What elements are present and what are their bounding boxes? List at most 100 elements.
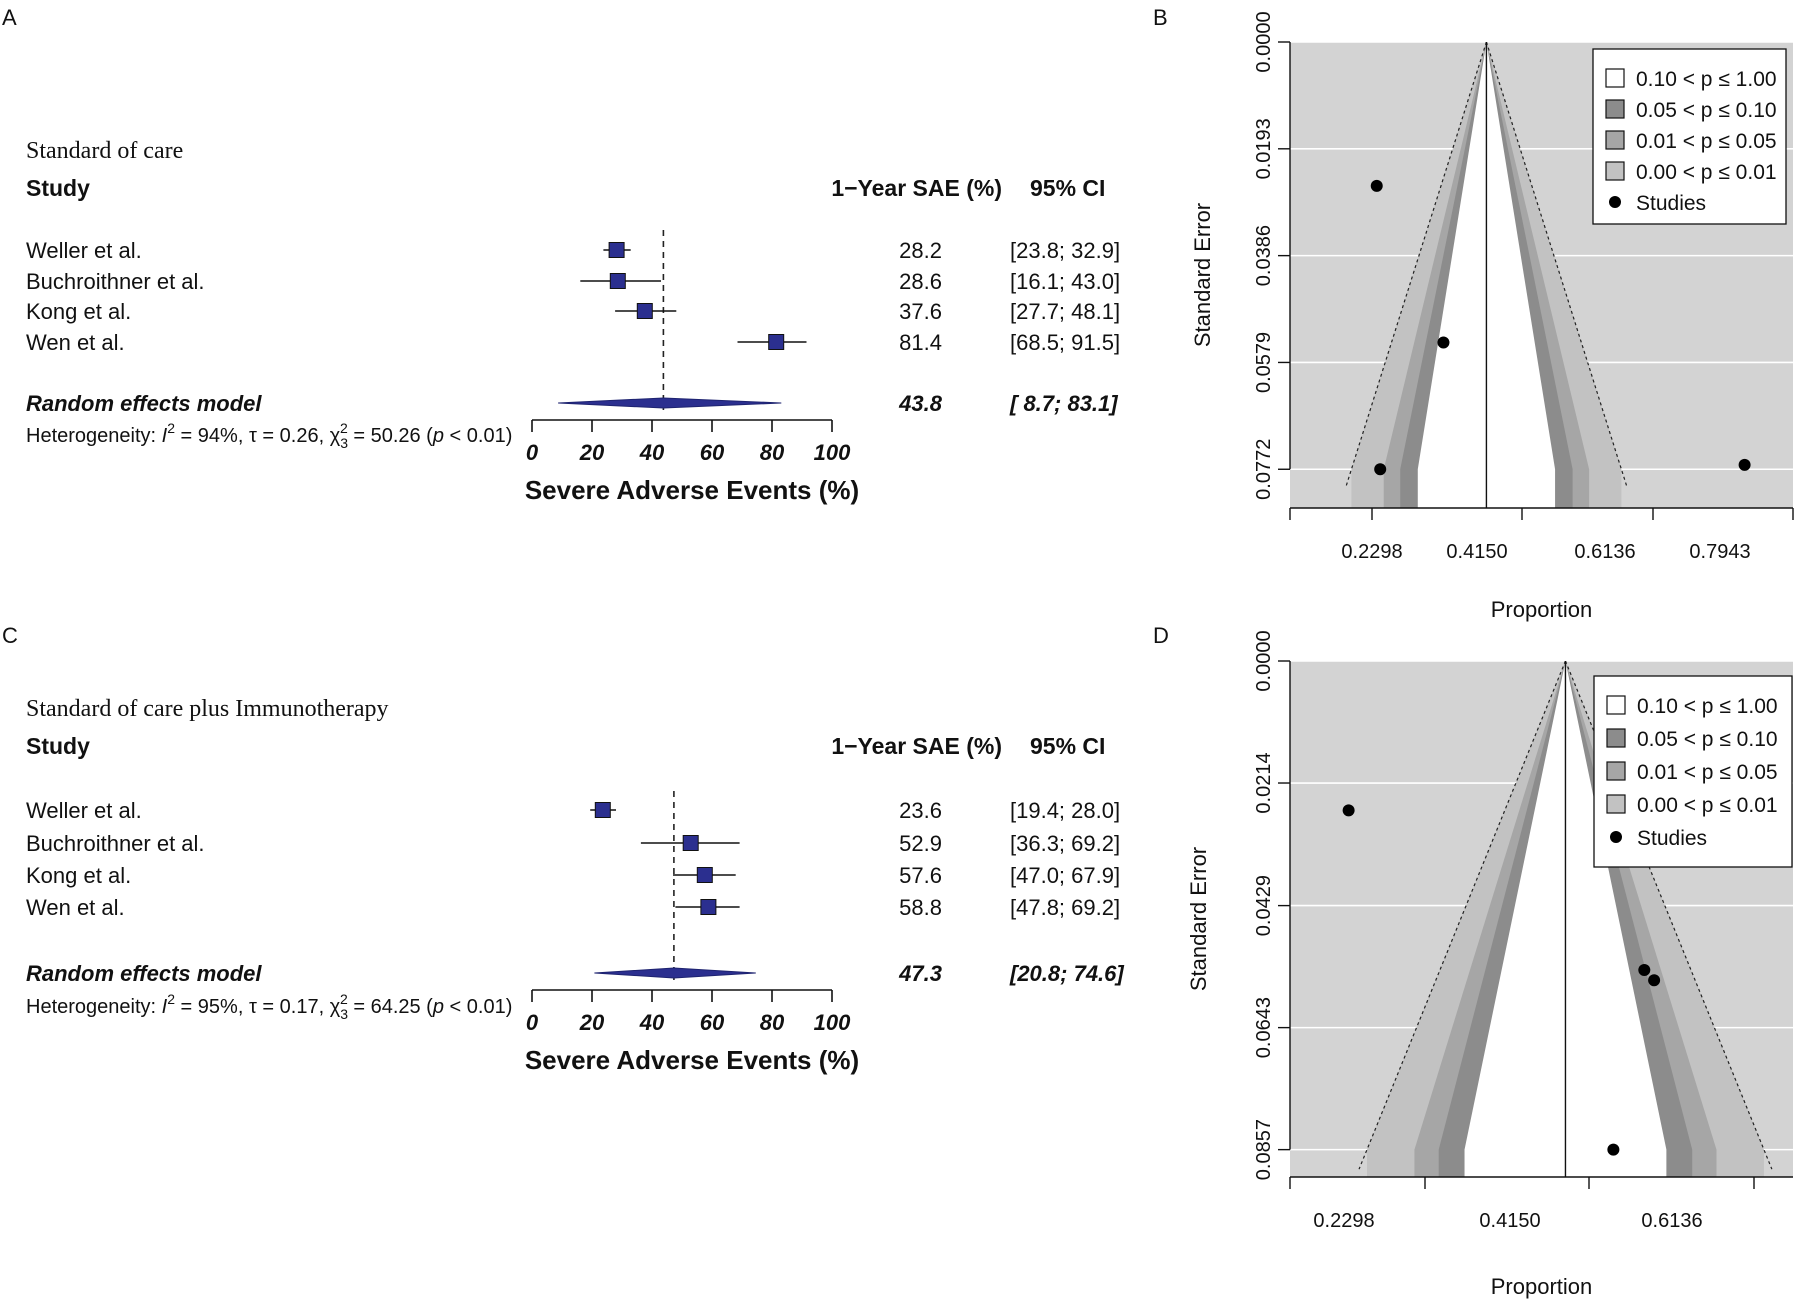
y-tick-label: 0.0214 bbox=[1253, 752, 1275, 813]
chi-subscript: 3 bbox=[340, 1006, 348, 1022]
study-estimate-marker bbox=[609, 273, 626, 289]
tau-symbol: τ bbox=[249, 425, 257, 447]
x-tick-label: 20 bbox=[579, 1010, 605, 1035]
panel-label-b: B bbox=[1153, 5, 1168, 30]
y-tick-label: 0.0429 bbox=[1253, 875, 1275, 936]
study-estimate-value: 28.2 bbox=[899, 238, 942, 263]
study-point bbox=[1437, 336, 1450, 349]
column-header-study: Study bbox=[26, 175, 90, 201]
study-ci-value: [27.7; 48.1] bbox=[1010, 299, 1120, 324]
legend-key-p001 bbox=[1605, 161, 1625, 181]
x-axis-title: Proportion bbox=[1491, 597, 1593, 622]
x-tick-label: 0.2298 bbox=[1313, 1210, 1374, 1232]
x-tick-label: 0.7943 bbox=[1689, 541, 1750, 563]
column-header-ci: 95% CI bbox=[1030, 733, 1105, 759]
p-value: < 0.01) bbox=[444, 425, 512, 447]
i2-symbol: I bbox=[162, 996, 168, 1018]
x-tick-label: 40 bbox=[639, 1010, 665, 1035]
y-tick-label: 0.0000 bbox=[1253, 11, 1275, 72]
legend-label: 0.01 < p ≤ 0.05 bbox=[1637, 761, 1778, 784]
study-name: Weller et al. bbox=[26, 798, 142, 823]
i2-superscript: 2 bbox=[167, 420, 175, 436]
legend-label: 0.01 < p ≤ 0.05 bbox=[1636, 130, 1777, 153]
column-header-ci: 95% CI bbox=[1030, 175, 1105, 201]
column-header-estimate: 1−Year SAE (%) bbox=[831, 733, 1002, 759]
study-name: Kong et al. bbox=[26, 299, 131, 324]
i2-symbol: I bbox=[162, 425, 168, 447]
pooled-estimate-diamond bbox=[594, 967, 756, 979]
study-ci-value: [47.8; 69.2] bbox=[1010, 895, 1120, 920]
chi-value: = 64.25 ( bbox=[348, 996, 433, 1018]
study-estimate-value: 81.4 bbox=[899, 330, 942, 355]
legend-key-p001 bbox=[1606, 794, 1626, 814]
i2-value: = 94%, bbox=[175, 425, 249, 447]
x-axis-title: Proportion bbox=[1491, 1274, 1593, 1299]
study-estimate-marker bbox=[700, 899, 717, 915]
study-ci-value: [47.0; 67.9] bbox=[1010, 863, 1120, 888]
heterogeneity-statistics: Heterogeneity: I2 = 95%, τ = 0.17, χ32 =… bbox=[26, 991, 512, 1022]
legend-label: Studies bbox=[1637, 827, 1707, 850]
legend-key-p005 bbox=[1605, 130, 1625, 150]
study-ci-value: [16.1; 43.0] bbox=[1010, 269, 1120, 294]
study-name: Kong et al. bbox=[26, 863, 131, 888]
pooled-ci-value: [ 8.7; 83.1] bbox=[1009, 391, 1118, 416]
funnel-plot-d: 0.0000 0.0214 0.0429 0.0643 0.0857 Standard E… bbox=[1186, 630, 1793, 1299]
i2-superscript: 2 bbox=[167, 991, 175, 1007]
legend-box bbox=[1592, 48, 1787, 225]
i2-value: = 95%, bbox=[175, 996, 249, 1018]
study-estimate-value: 58.8 bbox=[899, 895, 942, 920]
study-name: Weller et al. bbox=[26, 238, 142, 263]
x-tick-label: 40 bbox=[639, 440, 665, 465]
column-header-study: Study bbox=[26, 733, 90, 759]
x-tick-label: 20 bbox=[579, 440, 605, 465]
heterogeneity-prefix: Heterogeneity: bbox=[26, 996, 162, 1018]
study-estimate-marker bbox=[696, 867, 713, 883]
chi-superscript: 2 bbox=[340, 420, 348, 436]
legend-key-p010 bbox=[1605, 99, 1625, 119]
tau-symbol: τ bbox=[249, 996, 257, 1018]
study-point bbox=[1638, 964, 1651, 977]
p-value: < 0.01) bbox=[444, 996, 512, 1018]
forest-title: Standard of care plus Immunotherapy bbox=[26, 696, 389, 722]
legend-label: 0.05 < p ≤ 0.10 bbox=[1636, 99, 1777, 122]
pooled-estimate-value: 43.8 bbox=[898, 391, 943, 416]
legend-key-p100 bbox=[1605, 68, 1625, 88]
legend-key-studies bbox=[1610, 831, 1622, 843]
pooled-estimate-diamond bbox=[558, 397, 782, 409]
forest-title: Standard of care bbox=[26, 138, 183, 164]
x-tick-label: 80 bbox=[760, 440, 785, 465]
y-tick-label: 0.0643 bbox=[1253, 997, 1275, 1058]
y-tick-label: 0.0386 bbox=[1253, 225, 1275, 286]
pooled-model-label: Random effects model bbox=[26, 961, 262, 986]
legend-label: 0.00 < p ≤ 0.01 bbox=[1636, 161, 1777, 184]
chi-symbol: χ bbox=[330, 425, 341, 447]
study-point bbox=[1370, 179, 1383, 192]
study-point bbox=[1738, 458, 1751, 471]
legend-label: 0.10 < p ≤ 1.00 bbox=[1637, 695, 1778, 718]
tau-value: = 0.26, bbox=[257, 425, 330, 447]
x-tick-label: 80 bbox=[760, 1010, 785, 1035]
chi-value: = 50.26 ( bbox=[348, 425, 433, 447]
study-estimate-value: 52.9 bbox=[899, 831, 942, 856]
study-point bbox=[1648, 974, 1661, 987]
x-tick-label: 0.6136 bbox=[1641, 1210, 1702, 1232]
legend-label: 0.10 < p ≤ 1.00 bbox=[1636, 68, 1777, 91]
x-tick-label: 100 bbox=[814, 1010, 851, 1035]
forest-plot-a: Standard of care Study 1−Year SAE (%) 95% C… bbox=[26, 138, 1120, 505]
study-point bbox=[1342, 804, 1355, 817]
study-point bbox=[1607, 1143, 1620, 1156]
forest-plot-c: Standard of care plus Immunotherapy Study… bbox=[26, 696, 1124, 1075]
study-name: Buchroithner et al. bbox=[26, 269, 205, 294]
study-estimate-marker bbox=[636, 303, 653, 319]
study-point bbox=[1374, 463, 1387, 476]
study-ci-value: [23.8; 32.9] bbox=[1010, 238, 1120, 263]
study-estimate-value: 37.6 bbox=[899, 299, 942, 324]
chi-superscript: 2 bbox=[340, 991, 348, 1007]
study-name: Buchroithner et al. bbox=[26, 831, 205, 856]
legend-key-p100 bbox=[1606, 695, 1626, 715]
legend-box bbox=[1593, 675, 1793, 868]
y-tick-label: 0.0579 bbox=[1253, 332, 1275, 393]
x-tick-label: 60 bbox=[700, 440, 725, 465]
study-ci-value: [36.3; 69.2] bbox=[1010, 831, 1120, 856]
